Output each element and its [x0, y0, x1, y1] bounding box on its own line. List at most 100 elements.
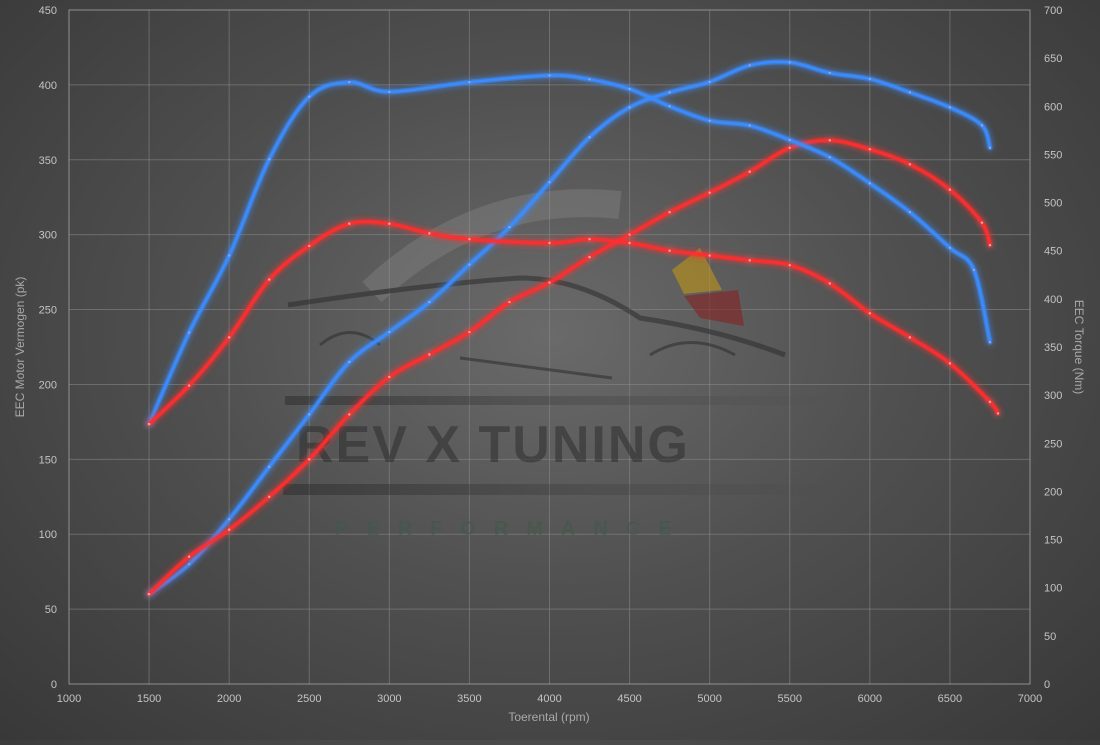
y-left-tick-label: 250 [39, 305, 57, 317]
y-left-tick-label: 150 [39, 454, 57, 466]
data-point [268, 278, 271, 281]
y-right-tick-label: 0 [1044, 679, 1050, 691]
data-point [668, 211, 671, 214]
y-right-tick-label: 200 [1044, 486, 1062, 498]
y-right-tick-label: 250 [1044, 438, 1062, 450]
data-point [428, 300, 431, 304]
y-right-tick-label: 150 [1044, 535, 1062, 547]
data-point [708, 191, 711, 194]
watermark-text: REV X TUNING [296, 416, 690, 474]
data-point [388, 375, 391, 379]
watermark-gauge-yellow [672, 248, 722, 294]
data-point [748, 259, 751, 262]
data-point [748, 170, 751, 173]
data-point [348, 413, 351, 416]
data-point [348, 81, 351, 84]
data-point [868, 312, 872, 315]
data-point [708, 254, 711, 257]
data-point [988, 400, 992, 404]
data-point [628, 233, 631, 236]
data-point [788, 61, 791, 64]
series-layer [146, 59, 1001, 597]
series-line [148, 74, 992, 426]
x-tick-label: 4000 [537, 693, 561, 705]
data-point [828, 282, 831, 285]
y-left-tick-label: 350 [39, 155, 57, 167]
data-point [828, 156, 831, 159]
watermark-subtext: PERFORMANCE [335, 518, 690, 540]
data-point [388, 330, 391, 334]
series-line-halo [146, 219, 1001, 427]
series-power-blue [146, 59, 993, 597]
x-tick-label: 2000 [217, 693, 241, 705]
series-line [148, 60, 992, 596]
data-point [268, 158, 271, 161]
data-point [308, 413, 311, 416]
y-right-tick-label: 700 [1044, 5, 1062, 17]
y-left-tick-label: 450 [39, 5, 57, 17]
data-point [468, 237, 471, 241]
data-point [908, 211, 912, 214]
data-point [508, 300, 511, 304]
data-point [708, 119, 711, 122]
data-point [908, 336, 912, 339]
data-point [268, 495, 271, 498]
data-point [227, 528, 231, 531]
x-tick-label: 6500 [938, 693, 962, 705]
data-point [187, 331, 191, 334]
data-point [628, 241, 631, 245]
y-right-tick-label: 100 [1044, 583, 1062, 595]
data-point [548, 241, 551, 245]
data-point [668, 105, 671, 108]
data-point [748, 124, 751, 127]
y-left-tick-label: 100 [39, 529, 57, 541]
x-tick-label: 4500 [617, 693, 641, 705]
series-line [148, 220, 1000, 426]
data-point [308, 95, 311, 98]
watermark-logo: REV X TUNING PERFORMANCE [283, 189, 825, 540]
data-point [868, 182, 872, 185]
data-point [388, 90, 391, 94]
data-point [588, 136, 591, 139]
data-point [980, 124, 984, 127]
data-point [268, 465, 271, 469]
x-tick-label: 5500 [778, 693, 802, 705]
data-point [187, 562, 191, 566]
series-line-halo [146, 59, 993, 597]
data-point [348, 360, 351, 364]
data-point [548, 181, 551, 184]
y-left-tick-label: 50 [45, 604, 57, 616]
data-point [708, 80, 711, 84]
watermark-bar-bottom [283, 484, 823, 495]
data-point [988, 243, 992, 247]
y-left-tick-label: 200 [39, 379, 57, 391]
data-point [147, 422, 151, 426]
data-point [668, 91, 671, 94]
x-tick-label: 3000 [377, 693, 401, 705]
data-point [868, 77, 872, 81]
y-left-tick-label: 300 [39, 230, 57, 242]
data-point [468, 81, 471, 84]
data-point [227, 254, 231, 257]
data-point [428, 232, 431, 235]
data-point [828, 139, 831, 142]
data-point [908, 163, 912, 166]
data-point [468, 263, 471, 266]
y-left-tick-label: 0 [51, 679, 57, 691]
data-point [988, 146, 992, 149]
data-point [388, 222, 391, 225]
data-point [187, 384, 191, 387]
data-point [628, 87, 631, 91]
data-point [227, 518, 231, 521]
data-point [588, 78, 591, 81]
y-right-tick-label: 450 [1044, 246, 1062, 258]
data-point [147, 592, 151, 596]
data-point [588, 237, 591, 241]
data-point [828, 71, 831, 75]
data-point [548, 281, 551, 284]
watermark-arc [362, 189, 622, 303]
data-point [788, 138, 791, 142]
x-tick-label: 2500 [297, 693, 321, 705]
